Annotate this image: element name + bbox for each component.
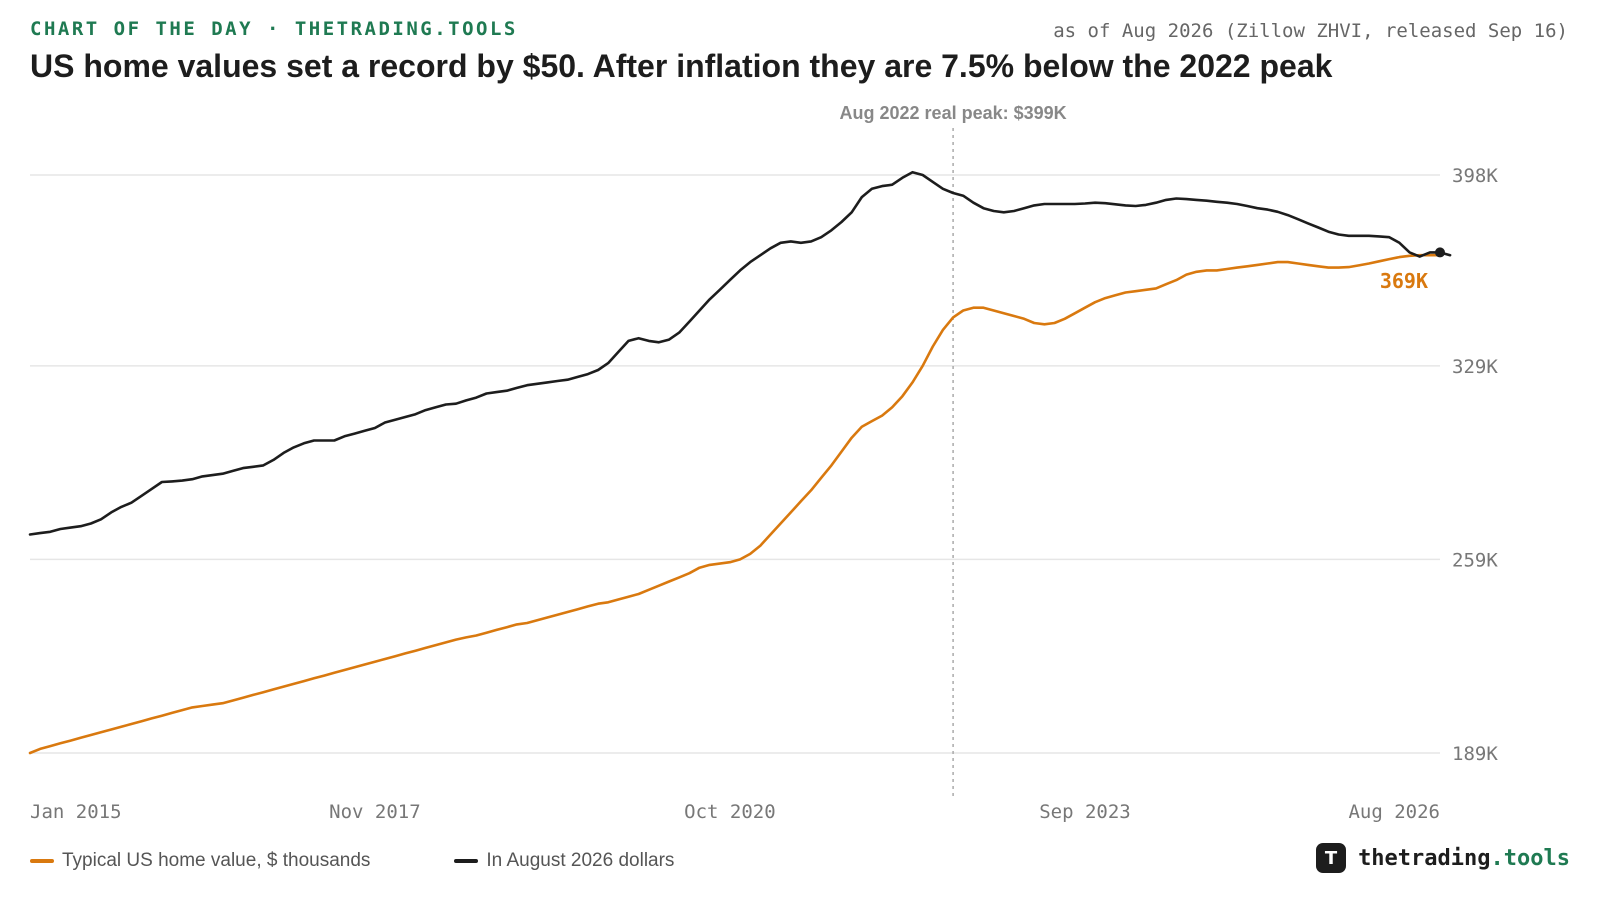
- x-tick-label: Aug 2026: [1348, 801, 1440, 823]
- x-axis-labels: Jan 2015 Nov 2017 Oct 2020 Sep 2023 Aug 2026: [30, 801, 1440, 823]
- legend-swatch-nominal: [30, 859, 54, 863]
- y-tick-label: 259K: [1452, 549, 1498, 571]
- x-tick-label: Jan 2015: [30, 801, 122, 823]
- legend-swatch-real: [454, 859, 479, 863]
- peak-annotation-text: Aug 2022 real peak: $399K: [840, 103, 1067, 123]
- series-lines: [28, 170, 1452, 755]
- legend-item-real: In August 2026 dollars: [454, 850, 674, 872]
- peak-annotation: Aug 2022 real peak: $399K: [840, 103, 1067, 800]
- end-labels: 369K: [1380, 269, 1428, 293]
- y-axis-labels: 398K 329K 259K 189K: [1452, 165, 1498, 765]
- brand-name-suffix: .tools: [1490, 845, 1570, 871]
- brand-name-prefix: thetrading: [1358, 845, 1491, 871]
- x-tick-label: Sep 2023: [1039, 801, 1131, 823]
- brand-name: thetrading.tools: [1358, 846, 1570, 871]
- y-tick-label: 189K: [1452, 743, 1498, 765]
- brand: T thetrading.tools: [1316, 843, 1570, 873]
- as-of-note: as of Aug 2026 (Zillow ZHVI, released Se…: [1053, 20, 1568, 42]
- legend: Typical US home value, $ thousands In Au…: [30, 850, 674, 872]
- y-tick-label: 398K: [1452, 165, 1498, 187]
- y-tick-label: 329K: [1452, 356, 1498, 378]
- series-line-real: [28, 170, 1452, 536]
- chart-title: US home values set a record by $50. Afte…: [30, 48, 1333, 84]
- series-line-nominal: [28, 253, 1442, 755]
- legend-label-nominal: Typical US home value, $ thousands: [62, 850, 371, 871]
- brand-logo-icon: T: [1316, 843, 1347, 873]
- legend-label-real: In August 2026 dollars: [486, 850, 675, 871]
- gridlines: [30, 174, 1440, 754]
- legend-item-nominal: Typical US home value, $ thousands: [30, 850, 370, 872]
- chart-kicker: CHART OF THE DAY · THETRADING.TOOLS: [30, 18, 518, 40]
- x-tick-label: Oct 2020: [684, 801, 776, 823]
- line-chart: 398K 329K 259K 189K Jan 2015 Nov 2017 Oct 202…: [28, 103, 1498, 823]
- end-value-label-nominal: 369K: [1380, 269, 1428, 293]
- series-end-point-real: [1435, 247, 1445, 258]
- x-tick-label: Nov 2017: [329, 801, 421, 823]
